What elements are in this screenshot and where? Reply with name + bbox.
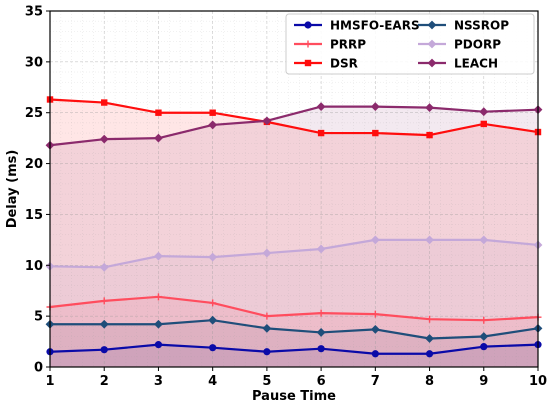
x-tick-label: 9 [479, 374, 488, 389]
x-axis-ticks: 1 2 3 4 5 6 7 8 9 10 [45, 367, 547, 389]
x-tick-label: 4 [208, 374, 217, 389]
series-marker-3 [479, 235, 489, 245]
y-tick-label: 30 [25, 55, 43, 70]
series-marker-5 [479, 107, 489, 117]
series-line-4 [49, 98, 539, 137]
series-marker-3 [154, 251, 163, 261]
x-tick-label: 3 [154, 374, 163, 389]
x-tick-label: 6 [317, 374, 326, 389]
series-line-3 [49, 238, 539, 269]
series-marker-3 [208, 252, 218, 262]
series-marker-5 [99, 134, 109, 144]
series-marker-2 [100, 297, 108, 305]
series-marker-5 [425, 103, 434, 113]
series-line-2 [49, 295, 539, 322]
series-marker-3 [370, 235, 380, 245]
series-marker-1 [154, 319, 163, 329]
legend-label-4: DSR [330, 57, 358, 71]
series-line-1 [50, 319, 539, 340]
series-marker-3 [425, 235, 434, 245]
series-marker-2 [317, 309, 325, 317]
legend-label-1: NSSROP [454, 19, 509, 33]
y-tick-label: 15 [25, 208, 43, 223]
series-marker-1 [262, 323, 272, 333]
legend-label-3: PDORP [454, 38, 501, 52]
series-marker-2 [371, 310, 379, 318]
series-marker-4 [317, 129, 325, 137]
x-tick-label: 10 [529, 374, 547, 389]
series-marker-1 [208, 315, 218, 325]
y-tick-label: 0 [34, 361, 43, 376]
legend-marker-3 [427, 39, 437, 49]
legend-box [285, 13, 535, 75]
legend-marker-2 [304, 40, 312, 48]
series-marker-4 [426, 131, 433, 139]
x-tick-label: 2 [100, 374, 109, 389]
x-tick-label: 1 [45, 374, 54, 389]
legend-marker-1 [427, 20, 437, 30]
series-marker-5 [316, 102, 326, 112]
series-marker-1 [370, 324, 380, 334]
area-fill-0 [50, 344, 538, 367]
series-marker-3 [316, 244, 326, 254]
y-tick-label: 5 [34, 310, 43, 325]
series-marker-4 [155, 109, 162, 116]
series-lines [49, 98, 539, 355]
series-marker-0 [154, 341, 163, 349]
series-marker-0 [480, 343, 488, 351]
series-marker-4 [372, 129, 379, 137]
series-marker-0 [317, 345, 325, 353]
series-marker-0 [209, 344, 217, 352]
series-marker-0 [425, 350, 434, 358]
area-fill-5 [50, 106, 538, 368]
series-marker-5 [208, 120, 218, 130]
y-axis-label: Delay (ms) [5, 150, 20, 229]
y-tick-label: 20 [25, 157, 43, 172]
area-fill-1 [50, 320, 538, 367]
legend-label-0: HMSFO-EARS [330, 19, 420, 33]
legend-marker-0 [304, 21, 312, 29]
plot-frame [49, 10, 539, 368]
series-marker-3 [262, 248, 272, 258]
series-marker-0 [371, 350, 379, 358]
series-marker-0 [100, 346, 108, 354]
y-tick-label: 35 [25, 5, 43, 20]
series-marker-1 [425, 334, 434, 343]
legend-label-2: PRRP [330, 38, 366, 52]
x-tick-label: 8 [425, 374, 434, 389]
series-marker-2 [263, 312, 271, 320]
x-tick-label: 5 [262, 374, 271, 389]
series-marker-2 [209, 299, 217, 307]
y-tick-label: 10 [25, 259, 43, 274]
x-tick-label: 7 [371, 374, 380, 389]
series-marker-4 [101, 99, 108, 106]
series-marker-2 [154, 293, 162, 301]
y-axis-ticks: 0 5 10 15 20 25 30 35 [25, 5, 50, 376]
series-marker-1 [316, 328, 326, 337]
series-line-5 [49, 105, 539, 147]
area-fill-2 [50, 296, 538, 367]
series-marker-2 [426, 315, 434, 323]
series-marker-3 [99, 262, 109, 272]
series-marker-1 [99, 319, 109, 329]
series-marker-5 [370, 102, 380, 112]
legend-label-5: LEACH [454, 57, 498, 71]
series-line-0 [49, 343, 539, 355]
series-marker-5 [154, 133, 163, 143]
series-marker-1 [479, 332, 489, 341]
legend-marker-4 [304, 59, 312, 67]
legend-marker-5 [427, 58, 437, 68]
series-marker-0 [263, 348, 271, 356]
x-axis-label: Pause Time [252, 389, 336, 404]
series-marker-5 [262, 116, 272, 126]
series-marker-4 [480, 120, 487, 128]
legend: HMSFO-EARS NSSROP PRRP PDORP DSR LEACH [285, 13, 535, 75]
series-marker-4 [209, 109, 216, 116]
area-fill-4 [50, 99, 538, 368]
y-tick-label: 25 [25, 106, 43, 121]
series-marker-2 [480, 316, 488, 324]
